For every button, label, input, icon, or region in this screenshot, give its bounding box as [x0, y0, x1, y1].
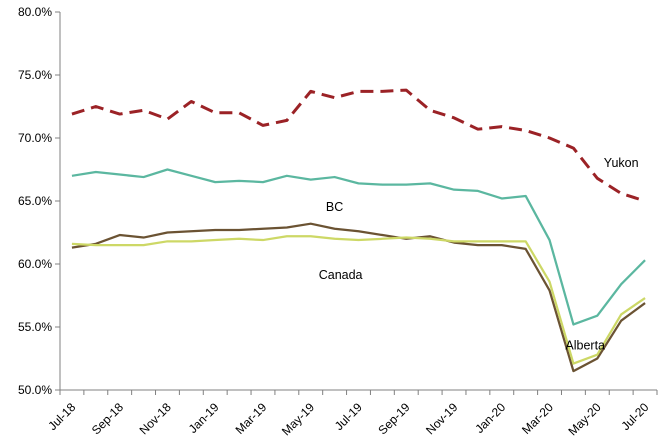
y-tick-label: 50.0% — [18, 383, 52, 397]
y-tick-label: 70.0% — [18, 131, 52, 145]
x-tick-label: Jul-20 — [618, 400, 651, 433]
series-label-alberta: Alberta — [565, 339, 605, 353]
y-tick-label: 65.0% — [18, 194, 52, 208]
x-tick-label: Jan-20 — [472, 400, 508, 436]
x-tick-label: May-20 — [566, 400, 604, 438]
x-tick-label: Jan-19 — [186, 400, 222, 436]
series-line-yukon — [71, 88, 646, 203]
y-tick-label: 55.0% — [18, 320, 52, 334]
x-tick-label: Nov-18 — [137, 400, 174, 437]
x-tick-label: Nov-19 — [423, 400, 460, 437]
y-tick-label: 80.0% — [18, 5, 52, 19]
series-line-canada — [71, 235, 646, 365]
series-label-bc: BC — [326, 200, 343, 214]
y-tick-label: 75.0% — [18, 68, 52, 82]
series-layer — [71, 88, 646, 373]
x-tick-label: Mar-19 — [233, 400, 270, 437]
x-tick-label: Sep-19 — [375, 400, 412, 437]
x-tick-label: Jul-18 — [45, 400, 78, 433]
x-tick-label: May-19 — [279, 400, 317, 438]
x-tick-label: Jul-19 — [332, 400, 365, 433]
series-line-alberta — [71, 222, 646, 373]
x-tick-label: Mar-20 — [519, 400, 556, 437]
y-tick-label: 60.0% — [18, 257, 52, 271]
axes: 50.0% 55.0% 60.0% 65.0% 70.0% 75.0% 80.0% Jul-1… — [18, 5, 658, 438]
series-line-bc — [71, 168, 646, 326]
x-tick-label: Sep-18 — [89, 400, 126, 437]
series-label-canada: Canada — [319, 268, 363, 282]
series-label-yukon: Yukon — [604, 156, 639, 170]
series-labels: Yukon BC Alberta Canada — [319, 156, 639, 353]
